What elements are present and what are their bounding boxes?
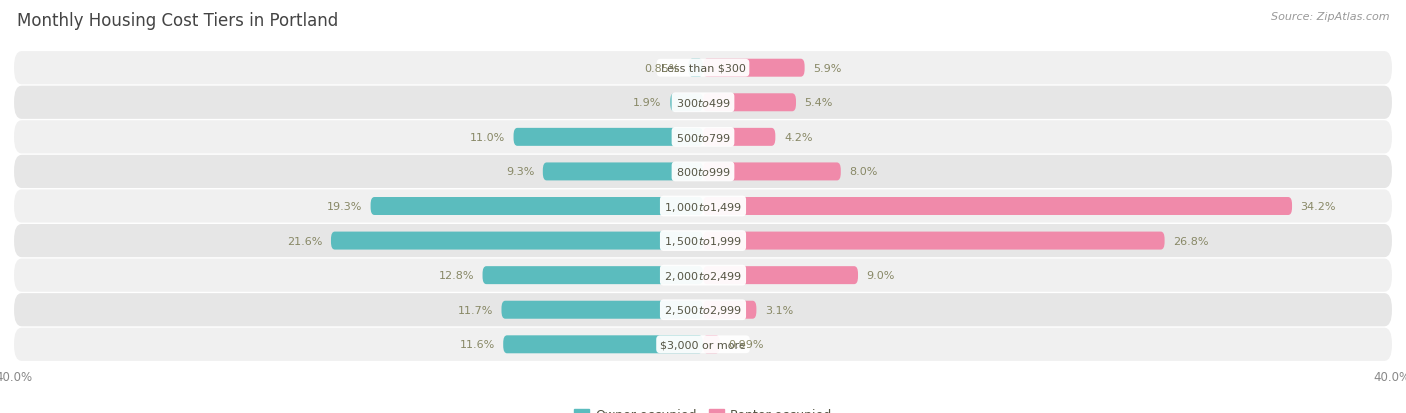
FancyBboxPatch shape [703, 163, 841, 181]
Text: $2,500 to $2,999: $2,500 to $2,999 [664, 304, 742, 316]
FancyBboxPatch shape [14, 155, 1392, 189]
Text: 12.8%: 12.8% [439, 271, 474, 280]
Text: 26.8%: 26.8% [1173, 236, 1209, 246]
Legend: Owner-occupied, Renter-occupied: Owner-occupied, Renter-occupied [568, 404, 838, 413]
FancyBboxPatch shape [703, 197, 1292, 216]
Text: 5.4%: 5.4% [804, 98, 832, 108]
Text: $1,500 to $1,999: $1,500 to $1,999 [664, 235, 742, 247]
FancyBboxPatch shape [703, 335, 720, 354]
FancyBboxPatch shape [703, 94, 796, 112]
Text: 9.0%: 9.0% [866, 271, 896, 280]
FancyBboxPatch shape [330, 232, 703, 250]
FancyBboxPatch shape [14, 328, 1392, 361]
Text: 4.2%: 4.2% [785, 133, 813, 142]
Text: 3.1%: 3.1% [765, 305, 793, 315]
FancyBboxPatch shape [703, 266, 858, 285]
Text: 11.6%: 11.6% [460, 339, 495, 349]
Text: $300 to $499: $300 to $499 [675, 97, 731, 109]
FancyBboxPatch shape [14, 86, 1392, 120]
FancyBboxPatch shape [14, 121, 1392, 154]
FancyBboxPatch shape [503, 335, 703, 354]
Text: Less than $300: Less than $300 [661, 64, 745, 74]
FancyBboxPatch shape [14, 224, 1392, 258]
Text: $500 to $799: $500 to $799 [675, 131, 731, 143]
Text: 11.0%: 11.0% [470, 133, 505, 142]
Text: $1,000 to $1,499: $1,000 to $1,499 [664, 200, 742, 213]
Text: 34.2%: 34.2% [1301, 202, 1336, 211]
FancyBboxPatch shape [513, 128, 703, 147]
FancyBboxPatch shape [703, 301, 756, 319]
Text: $800 to $999: $800 to $999 [675, 166, 731, 178]
Text: Source: ZipAtlas.com: Source: ZipAtlas.com [1271, 12, 1389, 22]
FancyBboxPatch shape [543, 163, 703, 181]
Text: 19.3%: 19.3% [326, 202, 361, 211]
FancyBboxPatch shape [703, 128, 775, 147]
Text: $2,000 to $2,499: $2,000 to $2,499 [664, 269, 742, 282]
FancyBboxPatch shape [502, 301, 703, 319]
FancyBboxPatch shape [482, 266, 703, 285]
Text: 11.7%: 11.7% [457, 305, 494, 315]
FancyBboxPatch shape [14, 259, 1392, 292]
FancyBboxPatch shape [703, 59, 804, 78]
Text: 0.85%: 0.85% [644, 64, 679, 74]
Text: 21.6%: 21.6% [287, 236, 322, 246]
FancyBboxPatch shape [671, 94, 703, 112]
FancyBboxPatch shape [371, 197, 703, 216]
Text: 0.99%: 0.99% [728, 339, 765, 349]
FancyBboxPatch shape [703, 232, 1164, 250]
FancyBboxPatch shape [14, 52, 1392, 85]
Text: $3,000 or more: $3,000 or more [661, 339, 745, 349]
Text: Monthly Housing Cost Tiers in Portland: Monthly Housing Cost Tiers in Portland [17, 12, 337, 30]
Text: 1.9%: 1.9% [633, 98, 662, 108]
FancyBboxPatch shape [14, 190, 1392, 223]
FancyBboxPatch shape [689, 59, 703, 78]
Text: 8.0%: 8.0% [849, 167, 877, 177]
Text: 9.3%: 9.3% [506, 167, 534, 177]
Text: 5.9%: 5.9% [813, 64, 842, 74]
FancyBboxPatch shape [14, 293, 1392, 327]
